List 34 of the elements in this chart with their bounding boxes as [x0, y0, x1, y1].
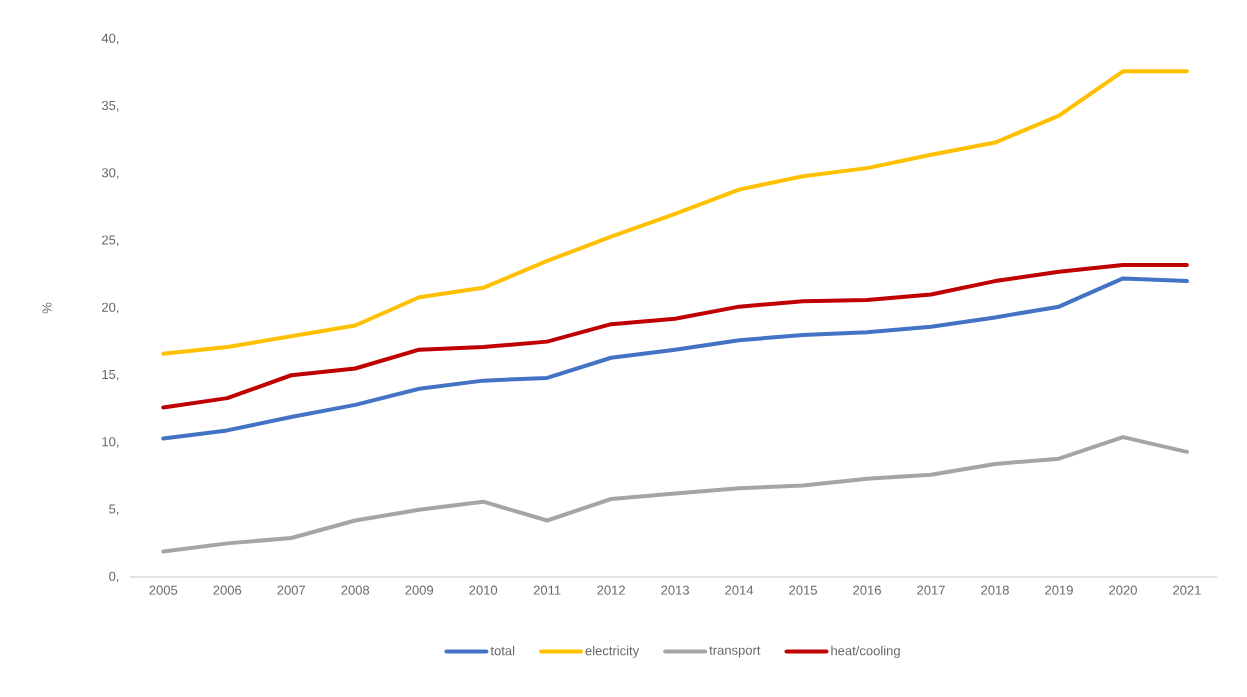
x-tick-label: 2017 — [917, 585, 945, 595]
x-tick-label: 2016 — [853, 585, 881, 595]
y-tick-label: 30, — [101, 168, 119, 179]
x-tick-label: 2013 — [661, 585, 689, 595]
x-tick-label: 2006 — [213, 585, 242, 595]
legend-label: total — [490, 645, 515, 656]
legend-label: transport — [709, 646, 761, 658]
line-series — [161, 262, 1189, 410]
x-tick-label: 2021 — [1173, 585, 1201, 595]
y-tick-label: 10, — [102, 437, 119, 448]
x-tick-label: 2019 — [1045, 585, 1073, 595]
line-series — [161, 435, 1189, 554]
y-axis-title: % — [42, 302, 52, 314]
legend-label: heat/cooling — [831, 645, 900, 658]
y-tick-label: 5, — [109, 504, 119, 516]
x-tick-label: 2010 — [469, 585, 498, 595]
x-tick-label: 2011 — [533, 585, 561, 595]
y-tick-label: 35, — [101, 100, 119, 112]
x-tick-label: 2007 — [277, 585, 306, 595]
x-tick-label: 2020 — [1109, 585, 1137, 595]
x-tick-label: 2008 — [341, 585, 370, 595]
line-series — [161, 276, 1189, 441]
x-tick-label: 2018 — [981, 585, 1009, 595]
x-tick-label: 2009 — [405, 585, 434, 595]
y-tick-label: 40, — [101, 33, 119, 45]
x-tick-label: 2012 — [597, 585, 625, 595]
y-tick-label: 20, — [102, 302, 119, 314]
legend-label: electricity — [585, 645, 640, 658]
y-tick-label: 15, — [102, 369, 119, 381]
x-tick-label: 2005 — [149, 585, 178, 595]
y-tick-label: 0, — [109, 571, 119, 583]
y-tick-label: 25, — [102, 235, 119, 247]
x-tick-label: 2015 — [789, 585, 817, 595]
x-tick-label: 2014 — [725, 585, 754, 595]
